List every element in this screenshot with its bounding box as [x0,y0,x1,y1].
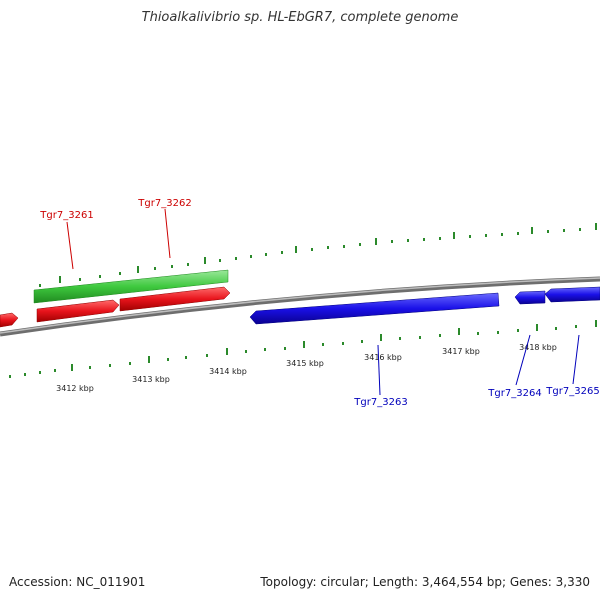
reverse-gene-arrow-tgr7-3265 [544,286,600,303]
genome-backbone [0,276,600,337]
forward-gene-arrows [0,286,231,328]
gene-label-tgr7-3263: Tgr7_3263 [353,397,407,408]
forward-gene-arrow-tgr7-3261 [36,299,120,323]
scale-label-3413: 3413 kbp [132,375,170,384]
forward-gene-arrow-tgr7-3262 [119,286,231,312]
scale-label-3412: 3412 kbp [56,384,94,393]
lower-tick-ring [9,320,597,378]
gene-labels: Tgr7_3261 Tgr7_3262 Tgr7_3263 Tgr7_3264 … [39,198,599,408]
scale-label-3417: 3417 kbp [442,347,480,356]
accession-text: Accession: NC_011901 [9,575,146,589]
forward-gene-arrow-partial [0,312,19,328]
scale-label-3418: 3418 kbp [519,343,557,352]
upper-tick-ring [39,223,597,287]
reverse-gene-arrows [249,286,600,325]
rna-feature-bar [33,269,229,304]
scale-labels: 3412 kbp 3413 kbp 3414 kbp 3415 kbp 3416… [56,343,557,393]
reverse-gene-arrow-tgr7-3264 [514,290,546,305]
genome-summary-text: Topology: circular; Length: 3,464,554 bp… [260,575,590,589]
gene-label-tgr7-3264: Tgr7_3264 [487,388,541,399]
reverse-gene-arrow-tgr7-3263 [249,292,500,325]
gene-label-tgr7-3261: Tgr7_3261 [39,210,93,221]
scale-label-3414: 3414 kbp [209,367,247,376]
genome-title: Thioalkalivibrio sp. HL-EbGR7, complete … [141,10,459,25]
scale-label-3416: 3416 kbp [364,353,402,362]
gene-label-tgr7-3265: Tgr7_3265 [545,386,599,397]
scale-label-3415: 3415 kbp [286,359,324,368]
gene-label-tgr7-3262: Tgr7_3262 [137,198,191,209]
